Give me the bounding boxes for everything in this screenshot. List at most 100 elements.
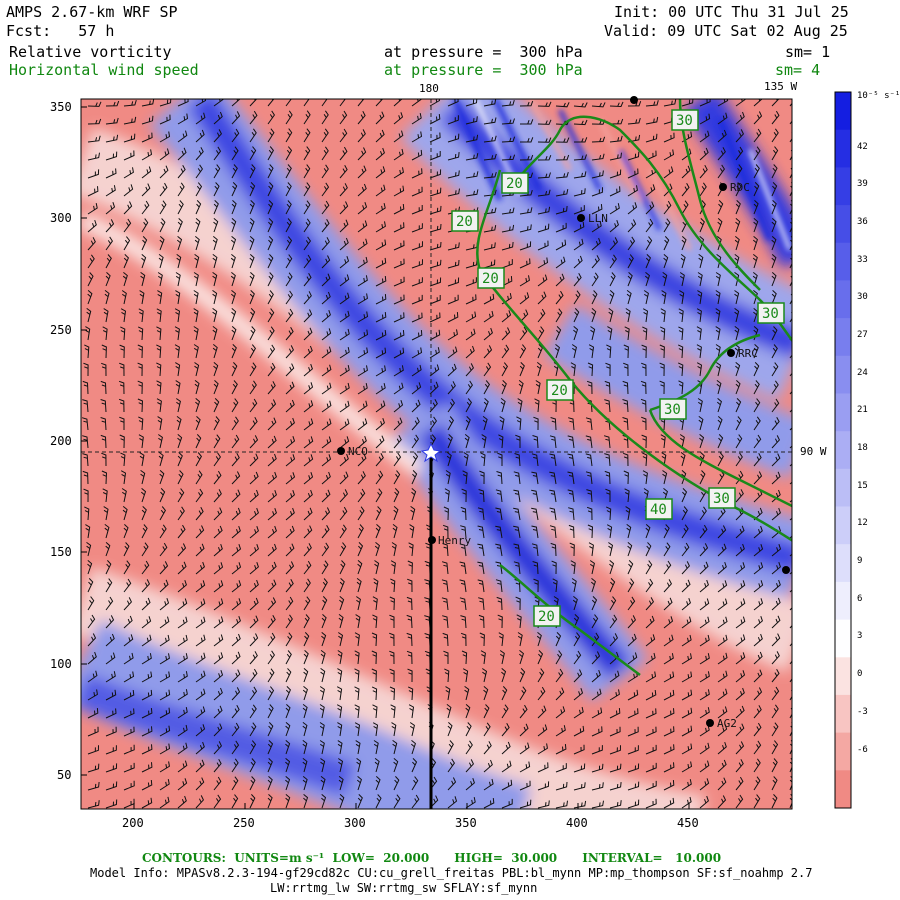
station-marker[interactable]: LLN bbox=[577, 212, 608, 225]
wind-barb bbox=[390, 578, 396, 593]
svg-text:30: 30 bbox=[713, 491, 730, 507]
wind-barb bbox=[483, 798, 495, 809]
station-marker[interactable]: RDC bbox=[719, 181, 750, 194]
wind-barb bbox=[753, 580, 764, 593]
wind-barb bbox=[569, 542, 575, 557]
wind-barb bbox=[717, 543, 727, 557]
wind-barb bbox=[177, 689, 188, 701]
wind-barb bbox=[267, 597, 277, 611]
wind-barb bbox=[663, 762, 675, 773]
wind-barb bbox=[555, 154, 570, 161]
wind-barb bbox=[371, 686, 378, 701]
wind-barb bbox=[339, 164, 348, 179]
wind-barb bbox=[411, 488, 417, 503]
wind-barb bbox=[465, 116, 478, 125]
wind-barb bbox=[249, 272, 255, 287]
wind-barb bbox=[663, 132, 675, 143]
contour-label: 30 bbox=[708, 487, 736, 509]
wind-barb bbox=[159, 725, 171, 737]
wind-barb bbox=[659, 344, 665, 359]
wind-barb bbox=[531, 453, 539, 467]
x-tick-label: 450 bbox=[677, 816, 699, 830]
wind-barb bbox=[177, 634, 188, 647]
wind-barb bbox=[213, 380, 219, 395]
wind-barb bbox=[159, 165, 169, 179]
wind-barb bbox=[357, 329, 369, 341]
wind-barb bbox=[411, 470, 418, 485]
wind-barb bbox=[355, 740, 361, 755]
wind-barb bbox=[717, 777, 727, 791]
wind-barb bbox=[627, 652, 638, 665]
wind-barb bbox=[645, 560, 653, 575]
wind-barb bbox=[393, 148, 404, 161]
wind-barb bbox=[429, 151, 441, 161]
wind-barb bbox=[105, 542, 111, 557]
wind-barb bbox=[140, 488, 147, 503]
wind-barb bbox=[120, 452, 126, 467]
station-marker-unlabeled[interactable] bbox=[782, 566, 790, 574]
wind-barb bbox=[715, 290, 721, 305]
wind-barb bbox=[357, 418, 368, 431]
wind-barb bbox=[406, 632, 413, 647]
wind-barb bbox=[513, 561, 521, 575]
wind-barb bbox=[303, 128, 311, 143]
wind-barb bbox=[141, 579, 150, 593]
wind-barb bbox=[393, 130, 404, 143]
wind-barb bbox=[407, 668, 413, 683]
wind-barb bbox=[105, 615, 115, 629]
wind-barb bbox=[249, 128, 257, 143]
wind-barb bbox=[321, 454, 332, 467]
wind-barb bbox=[303, 110, 311, 125]
wind-barb bbox=[699, 689, 710, 701]
wind-barb bbox=[627, 633, 637, 647]
wind-barb bbox=[372, 722, 379, 737]
station-marker-unlabeled[interactable] bbox=[630, 96, 638, 104]
svg-text:20: 20 bbox=[456, 214, 473, 230]
wind-barb bbox=[477, 525, 485, 539]
station-marker[interactable]: NCO bbox=[337, 445, 368, 458]
colorbar-cell bbox=[835, 242, 851, 281]
wind-barb bbox=[141, 560, 150, 575]
wind-barb bbox=[100, 417, 107, 431]
wind-barb bbox=[465, 345, 475, 359]
wind-barb bbox=[483, 686, 489, 701]
wind-barb bbox=[285, 650, 292, 665]
wind-barb bbox=[681, 796, 692, 809]
station-marker[interactable]: AG2 bbox=[706, 717, 737, 730]
field2-smoothing: sm= 4 bbox=[775, 61, 821, 79]
wind-barb bbox=[696, 362, 703, 377]
wind-barb bbox=[85, 326, 91, 341]
wind-barb bbox=[699, 634, 710, 647]
wind-barb bbox=[537, 189, 551, 197]
wind-barb bbox=[627, 745, 639, 755]
wind-barb bbox=[495, 579, 503, 593]
wind-barb bbox=[518, 650, 524, 665]
station-marker[interactable]: RRC bbox=[727, 347, 758, 360]
wind-barb bbox=[123, 634, 134, 647]
wind-barb bbox=[411, 294, 423, 305]
wind-barb bbox=[139, 290, 145, 305]
wind-barb bbox=[591, 745, 603, 755]
wind-barb bbox=[177, 760, 188, 773]
wind-barb bbox=[375, 184, 386, 197]
wind-barb bbox=[231, 544, 242, 557]
plot-frame bbox=[80, 98, 793, 810]
wind-barb bbox=[499, 416, 505, 431]
wind-barb bbox=[105, 272, 111, 287]
wind-barb bbox=[118, 380, 125, 395]
wind-barb bbox=[105, 578, 113, 593]
wind-barb bbox=[625, 506, 631, 521]
wind-barb bbox=[591, 237, 601, 251]
wind-barb bbox=[501, 344, 510, 359]
wind-barb bbox=[605, 506, 612, 521]
wind-barb bbox=[771, 272, 777, 287]
wind-barb bbox=[549, 471, 557, 485]
station-marker[interactable]: Henry bbox=[428, 534, 471, 547]
wind-barb bbox=[573, 238, 584, 251]
wind-barb bbox=[391, 722, 397, 737]
wind-barb bbox=[82, 380, 89, 395]
wind-barb bbox=[321, 524, 330, 539]
wind-barb bbox=[393, 417, 403, 431]
wind-barb bbox=[121, 290, 127, 305]
wind-barb bbox=[771, 110, 780, 125]
